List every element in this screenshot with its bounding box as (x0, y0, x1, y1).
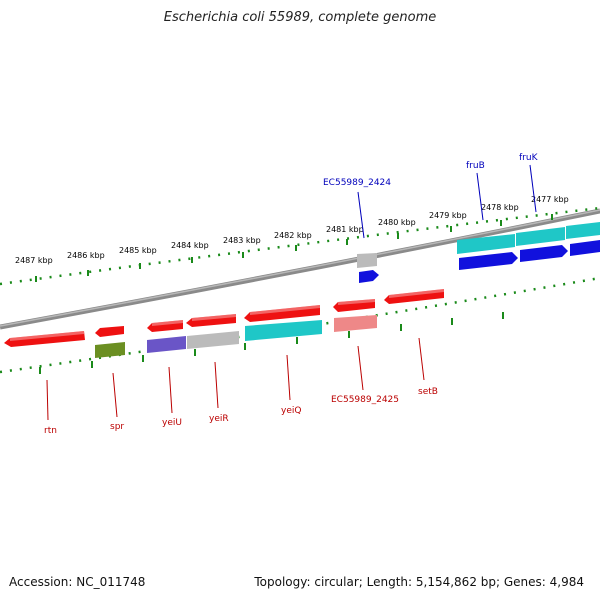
reverse-strand-genes (4, 289, 444, 347)
gene-yeiU-feature[interactable] (147, 320, 183, 332)
gene-label-EC55989_2424[interactable]: EC55989_2424 (323, 178, 391, 188)
kbp-tick-label: 2482 kbp (274, 231, 312, 240)
outer-major-ticks (35, 214, 553, 282)
gene-label-fruK[interactable]: fruK (519, 153, 539, 163)
gene-label-yeiR[interactable]: yeiR (209, 414, 229, 424)
reverse-gene-highlights (10, 289, 444, 341)
gene-fruK-feature[interactable] (520, 245, 568, 262)
gene-label-EC55989_2425[interactable]: EC55989_2425 (331, 395, 399, 405)
kbp-tick-label: 2477 kbp (531, 195, 569, 204)
kbp-tick-labels: 2487 kbp 2486 kbp 2485 kbp 2484 kbp 2483… (15, 195, 569, 265)
map-title: Escherichia coli 55989, complete genome (163, 10, 437, 25)
genome-backbone (0, 208, 600, 330)
gene-setB-feature[interactable] (384, 289, 444, 304)
kbp-tick-label: 2485 kbp (119, 246, 157, 255)
gene-yeiQ-feature[interactable] (244, 305, 320, 322)
gene-label-setB[interactable]: setB (418, 387, 438, 397)
gene-label-fruB[interactable]: fruB (466, 161, 485, 171)
accession-text: Accession: NC_011748 (9, 575, 146, 589)
kbp-tick-label: 2478 kbp (481, 203, 519, 212)
category-strip-forward (357, 222, 600, 268)
kbp-tick-label: 2483 kbp (223, 236, 261, 245)
gene-label-yeiQ[interactable]: yeiQ (281, 406, 301, 416)
gene-rtn-feature[interactable] (4, 331, 85, 347)
gene-EC55989_2425-feature[interactable] (333, 299, 375, 312)
gene-EC55989_2424-feature[interactable] (359, 270, 379, 283)
gene-label-spr[interactable]: spr (110, 422, 124, 432)
category-strip-reverse (95, 315, 377, 358)
label-leader-lines (46, 164, 537, 421)
gene-labels: rtn spr yeiU yeiR yeiQ EC55989_2425 setB… (44, 153, 539, 436)
kbp-tick-label: 2479 kbp (429, 211, 467, 220)
gene-fruB-feature[interactable] (459, 252, 518, 270)
outer-tick-ring (0, 206, 600, 286)
kbp-tick-label: 2481 kbp (326, 225, 364, 234)
forward-strand-genes (359, 240, 600, 283)
kbp-tick-label: 2486 kbp (67, 251, 105, 260)
gene-yeiR-feature[interactable] (186, 314, 236, 327)
gene-label-yeiU[interactable]: yeiU (162, 418, 182, 428)
inner-major-ticks (39, 312, 504, 374)
genome-summary-text: Topology: circular; Length: 5,154,862 bp… (254, 575, 584, 589)
kbp-tick-label: 2480 kbp (378, 218, 416, 227)
gene-spr-feature[interactable] (95, 326, 124, 337)
kbp-tick-label: 2484 kbp (171, 241, 209, 250)
gene-label-rtn[interactable]: rtn (44, 426, 57, 436)
kbp-tick-label: 2487 kbp (15, 256, 53, 265)
